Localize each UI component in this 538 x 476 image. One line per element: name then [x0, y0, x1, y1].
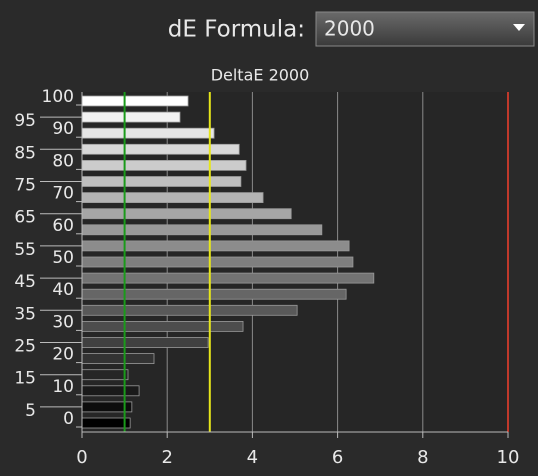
y-tick-label: 25: [14, 337, 36, 357]
y-tick-label: 50: [52, 248, 74, 268]
bar: [81, 143, 240, 155]
bar: [81, 353, 155, 365]
formula-label: dE Formula:: [168, 17, 305, 43]
bar: [81, 127, 215, 139]
select-box[interactable]: [315, 11, 535, 47]
y-tick-label: 75: [14, 176, 36, 196]
bar: [81, 417, 131, 429]
y-tick-label: 45: [14, 272, 36, 292]
bar: [81, 192, 264, 204]
y-tick-label: 55: [14, 240, 36, 260]
y-tick-label: 15: [14, 369, 36, 389]
y-tick-label: 35: [14, 304, 36, 324]
y-tick-label: 10: [52, 377, 74, 397]
bar: [81, 369, 129, 381]
formula-select[interactable]: 2000: [315, 11, 535, 47]
y-tick-label: 65: [14, 208, 36, 228]
x-tick-label: 10: [497, 447, 520, 468]
x-tick-label: 0: [76, 447, 87, 468]
bar: [81, 304, 298, 316]
bar: [81, 208, 292, 220]
bar: [81, 320, 244, 332]
bar: [81, 385, 140, 397]
bar: [81, 111, 181, 123]
y-tick-label: 30: [52, 312, 74, 332]
y-tick-label: 5: [25, 401, 36, 421]
y-tick-label: 60: [52, 216, 74, 236]
y-tick-label: 70: [52, 184, 74, 204]
y-tick-label: 90: [52, 119, 74, 139]
x-tick-label: 4: [247, 447, 258, 468]
x-tick-label: 8: [417, 447, 428, 468]
select-value[interactable]: 2000: [324, 17, 375, 41]
y-tick-label: 40: [52, 280, 74, 300]
y-tick-label: 80: [52, 151, 74, 171]
bar: [81, 337, 209, 348]
bar: [81, 176, 242, 187]
x-tick-label: 6: [332, 447, 343, 468]
bar: [81, 272, 375, 284]
chart-title: DeltaE 2000: [211, 66, 310, 85]
y-tick-label: 95: [14, 111, 36, 131]
select-arrow[interactable]: [513, 24, 525, 31]
y-tick-label: 85: [14, 143, 36, 163]
bar: [81, 288, 347, 300]
x-tick-label: 2: [161, 447, 172, 468]
y-tick-label: 100: [42, 87, 74, 107]
bar: [81, 159, 247, 171]
bar: [81, 224, 323, 236]
bar: [81, 256, 354, 268]
y-tick-label: 0: [63, 409, 74, 429]
bar: [81, 95, 189, 107]
bar: [81, 240, 350, 252]
y-tick-label: 20: [52, 345, 74, 365]
